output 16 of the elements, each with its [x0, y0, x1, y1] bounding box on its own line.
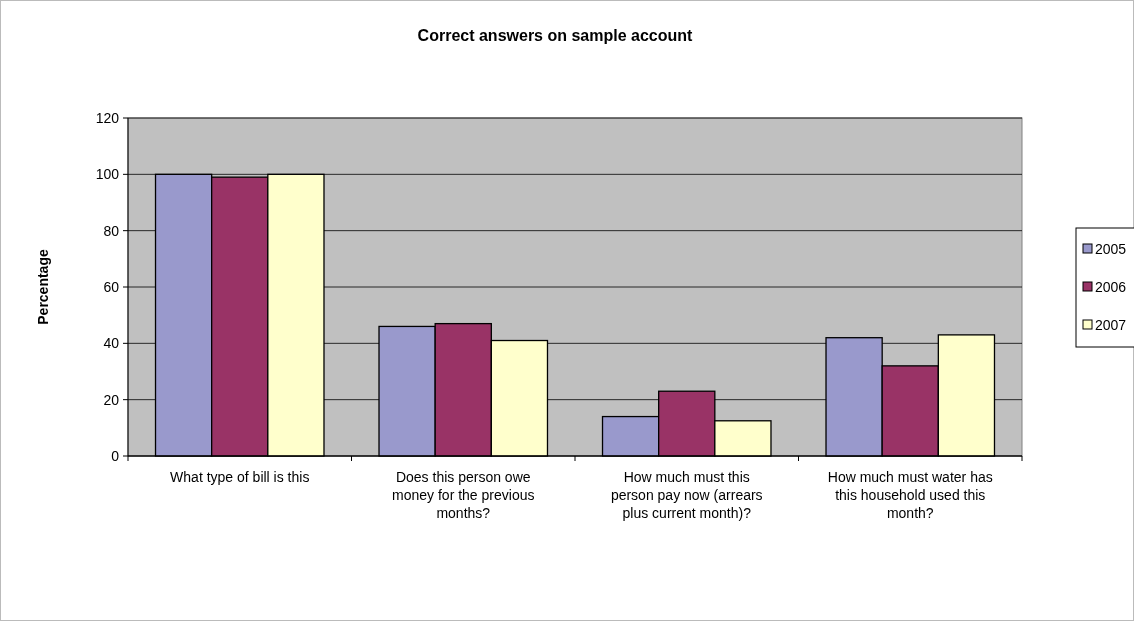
y-tick-label: 40 [103, 335, 120, 352]
y-tick-label: 100 [95, 166, 120, 183]
y-axis-title: Percentage [35, 249, 51, 325]
legend-label: 2006 [1095, 278, 1127, 295]
chart-title: Correct answers on sample account [417, 27, 694, 44]
y-tick-label: 80 [103, 222, 120, 239]
y-tick-label: 0 [111, 447, 120, 464]
legend-label: 2005 [1095, 240, 1127, 257]
x-tick-label: Does this person owe money for the previous months? [392, 469, 535, 521]
y-tick-label: 60 [103, 278, 120, 295]
x-tick-label: What type of bill is this [170, 469, 310, 485]
legend-label: 2007 [1095, 316, 1127, 333]
y-tick-label: 20 [103, 391, 120, 408]
x-tick-label: How much must water has this household used this month? [827, 469, 993, 521]
x-tick-label: How much must this person pay now (arrears plus current month)? [610, 469, 763, 521]
y-tick-label: 120 [95, 109, 120, 126]
